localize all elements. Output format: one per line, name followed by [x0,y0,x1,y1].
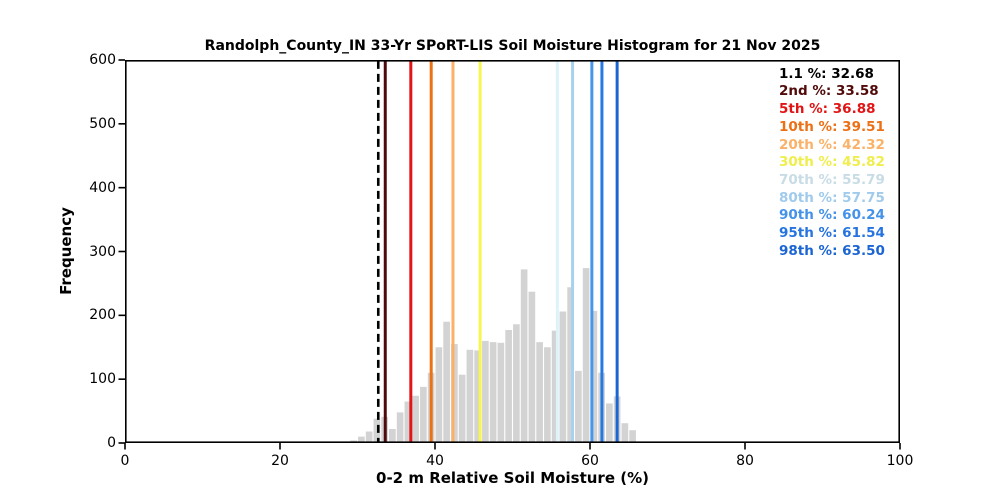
legend-entry-95th: 95th %: 61.54 [779,225,885,242]
x-tick-label: 80 [736,453,754,469]
y-tick-label: 600 [89,52,116,68]
histogram-bar [443,321,450,443]
histogram-bar [420,386,427,443]
y-tick-label: 0 [107,435,116,451]
histogram-bar [544,347,551,443]
histogram-bar [528,291,536,443]
legend-entry-70th: 70th %: 55.79 [779,171,885,188]
histogram-bar [474,350,481,443]
legend-entry-90th: 90th %: 60.24 [779,207,885,224]
histogram-bar [575,370,582,443]
histogram-bar [559,311,567,443]
histogram-bar [458,374,466,443]
legend-entry-10th: 10th %: 39.51 [779,118,885,135]
histogram-bar [466,349,474,443]
legend-entry-5th: 5th %: 36.88 [779,101,876,118]
histogram-bar [412,395,419,443]
histogram-bar [497,342,505,443]
histogram-bar [489,342,497,443]
histogram-bar [582,268,590,443]
y-tick-label: 400 [89,179,116,196]
histogram-bar [435,347,443,443]
histogram-bar [482,340,489,443]
y-tick-label: 100 [89,371,116,388]
x-tick-label: 0 [120,453,130,469]
histogram-bar [606,403,613,443]
legend-entry-20th: 20th %: 42.32 [779,136,885,153]
legend-entry-30th: 30th %: 45.82 [779,154,885,171]
y-tick-label: 200 [89,307,116,324]
histogram-bar [621,423,629,443]
x-tick-label: 20 [271,453,289,469]
histogram-bar [590,310,598,443]
chart-title: Randolph_County_IN 33-Yr SPoRT-LIS Soil … [204,38,821,54]
x-axis-label: 0-2 m Relative Soil Moisture (%) [376,469,649,487]
histogram-bar [389,428,396,443]
histogram-bar [629,430,636,443]
histogram-bar [520,269,528,443]
x-tick-label: 100 [886,453,914,469]
legend-entry-1-1: 1.1 %: 32.68 [779,65,874,82]
histogram-bar [536,342,543,443]
y-tick-label: 500 [89,115,116,132]
histogram-bar [513,324,520,443]
y-tick-label: 300 [89,243,116,260]
legend-entry-98th: 98th %: 63.50 [779,242,885,259]
histogram-bar [505,330,512,443]
histogram-bar [551,330,559,443]
histogram-bar [404,401,412,443]
histogram-bar [396,412,404,443]
legend-entry-2nd: 2nd %: 33.58 [779,83,879,100]
x-tick-label: 40 [426,453,444,469]
x-tick-label: 60 [581,453,599,469]
histogram-bar [358,436,365,443]
histogram-bar [567,287,574,443]
histogram-bar [373,418,381,443]
histogram-bar [365,431,373,443]
plot-border [125,59,901,443]
legend-entry-80th: 80th %: 57.75 [779,189,885,206]
